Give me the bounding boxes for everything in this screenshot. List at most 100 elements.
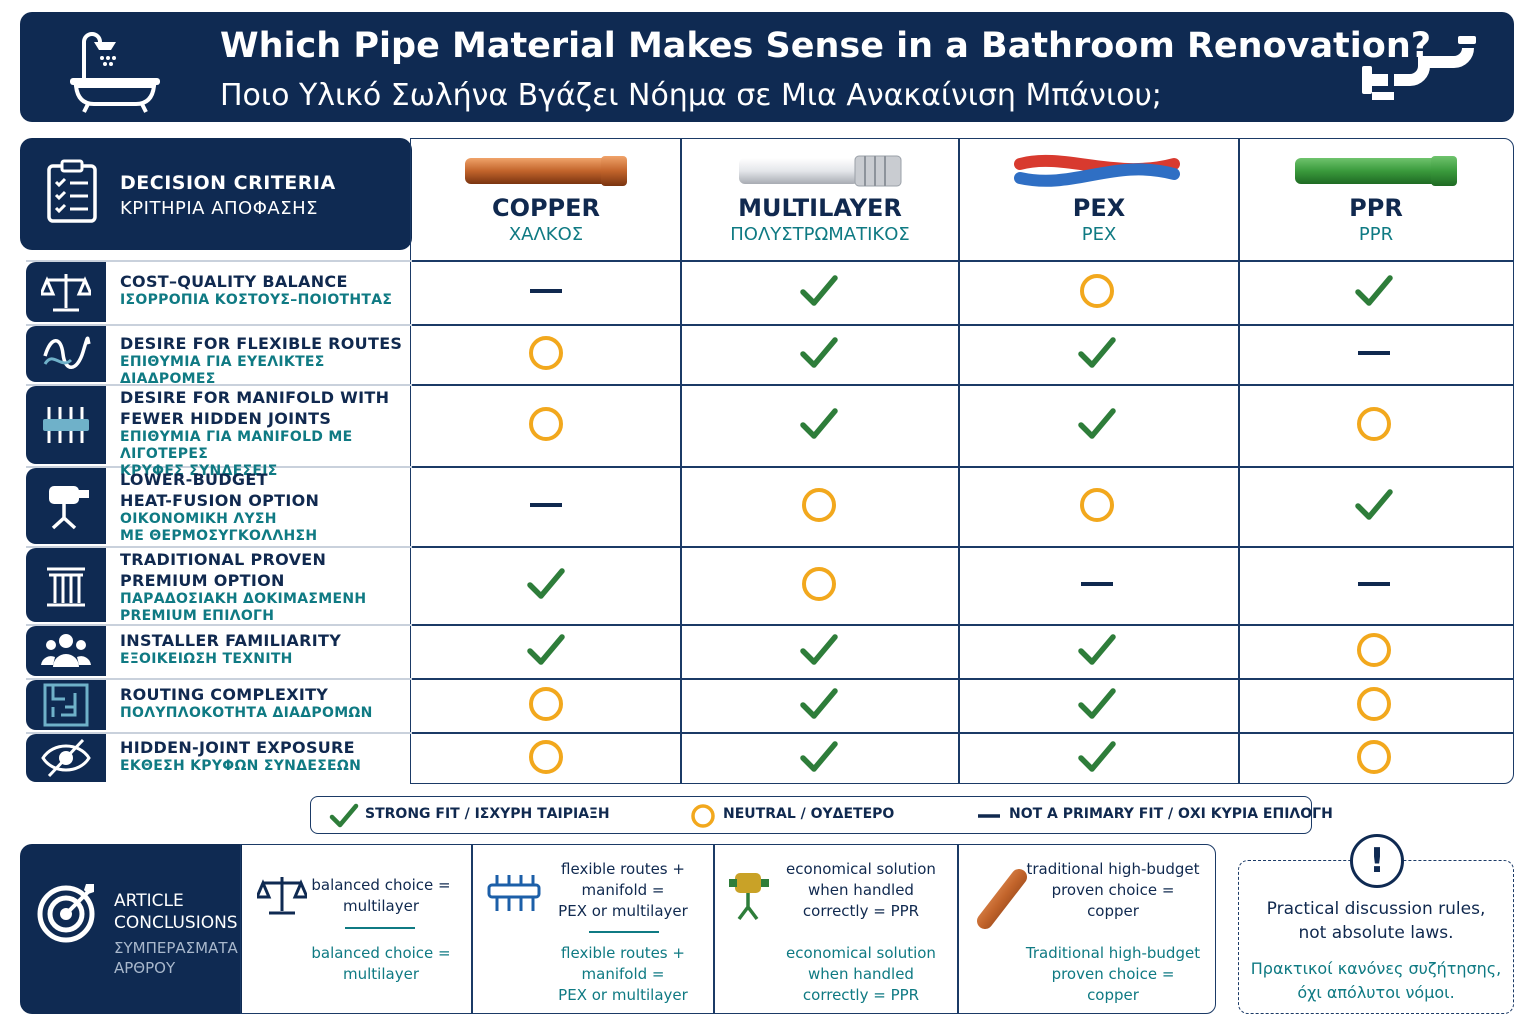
criterion-label: INSTALLER FAMILIARITY ΕΞΟΙΚΕΙΩΣΗ ΤΕΧΝΙΤΗ bbox=[120, 630, 408, 668]
conclusion-line: PEX or multilayer bbox=[558, 902, 688, 920]
column-divider bbox=[1238, 138, 1240, 784]
circle-mark bbox=[526, 737, 566, 777]
conclusion-text-gr: flexible routes + manifold = PEX or mult… bbox=[543, 943, 703, 1006]
conclusion-box: flexible routes + manifold = PEX or mult… bbox=[473, 845, 713, 1013]
check-mark bbox=[1077, 630, 1117, 670]
note-line: όχι απόλυτοι νόμοι. bbox=[1297, 983, 1455, 1002]
conclusion-line: correctly = PPR bbox=[802, 902, 920, 920]
column-pex: PEX PEX bbox=[960, 150, 1238, 245]
dash-mark bbox=[1354, 564, 1394, 604]
wavy-route-icon bbox=[43, 336, 91, 369]
column-label: PEX bbox=[1072, 194, 1126, 222]
criteria-header-en: DECISION CRITERIA bbox=[120, 172, 336, 194]
conclusion-line: manifold = bbox=[581, 965, 665, 983]
row-divider bbox=[26, 384, 412, 386]
row-icon-block bbox=[26, 262, 106, 322]
row-divider bbox=[410, 624, 1514, 626]
conclusions-title-line: ΑΡΘΡΟΥ bbox=[114, 959, 176, 977]
circle-mark bbox=[526, 333, 566, 373]
criterion-name: HIDDEN-JOINT EXPOSURE bbox=[120, 738, 355, 757]
conclusion-text-gr: balanced choice = multilayer bbox=[301, 943, 461, 985]
legend: STRONG FIT / ΙΣΧΥΡΗ ΤΑΙΡΙΑΞΗ NEUTRAL / Ο… bbox=[310, 796, 1333, 834]
practical-note-box: Practical discussion rules, not absolute… bbox=[1238, 860, 1514, 1014]
check-mark bbox=[1077, 333, 1117, 373]
circle-mark bbox=[1077, 271, 1117, 311]
conclusion-box: traditional high-budget proven choice = … bbox=[959, 845, 1215, 1013]
bathtub-shower-icon bbox=[70, 32, 160, 113]
conclusion-line: traditional high-budget bbox=[1026, 860, 1200, 878]
conclusion-line: when handled bbox=[808, 965, 914, 983]
box-divider bbox=[713, 845, 715, 1013]
conclusion-line: economical solution bbox=[786, 860, 936, 878]
row-divider bbox=[410, 324, 1514, 326]
row-divider bbox=[410, 466, 1514, 468]
column-label-gr: ΠΟΛΥΣΤΡΩΜΑΤΙΚΟΣ bbox=[730, 224, 910, 245]
conclusions-title-line: CONCLUSIONS bbox=[114, 913, 238, 933]
row-divider bbox=[26, 260, 412, 262]
conclusion-text-en: traditional high-budget proven choice = … bbox=[1023, 859, 1203, 922]
row-divider bbox=[26, 624, 412, 626]
criterion-name: INSTALLER FAMILIARITY bbox=[120, 631, 342, 650]
article-conclusions-panel: ARTICLE CONCLUSIONS ΣΥΜΠΕΡΑΣΜΑΤΑ ΑΡΘΡΟΥ bbox=[20, 844, 242, 1014]
criterion-name-gr: ΠΟΛΥΠΛΟΚΟΤΗΤΑ ΔΙΑΔΡΟΜΩΝ bbox=[120, 705, 373, 721]
circle-mark bbox=[1354, 684, 1394, 724]
conclusion-separator bbox=[345, 927, 415, 929]
conclusions-boxes: balanced choice = multilayer balanced ch… bbox=[240, 844, 1216, 1014]
criterion-name-gr: ΠΑΡΑΔΟΣΙΑΚΗ ΔΟΚΙΜΑΣΜΕΝΗ bbox=[120, 591, 367, 607]
row-divider bbox=[26, 678, 412, 680]
check-mark bbox=[1077, 737, 1117, 777]
legend-neutral: NEUTRAL / ΟΥΔΕΤΕΡΟ bbox=[723, 806, 895, 822]
row-icon-block bbox=[26, 548, 106, 622]
check-mark bbox=[799, 333, 839, 373]
row-divider bbox=[410, 546, 1514, 548]
box-divider bbox=[471, 845, 473, 1013]
circle-mark bbox=[1354, 404, 1394, 444]
check-mark bbox=[799, 404, 839, 444]
circle-mark bbox=[799, 564, 839, 604]
criterion-name-gr: PREMIUM ΕΠΙΛΟΓΗ bbox=[120, 608, 275, 624]
conclusion-line: Traditional high-budget bbox=[1025, 944, 1201, 962]
decision-criteria-header: DECISION CRITERIA ΚΡΙΤΗΡΙΑ ΑΠΟΦΑΣΗΣ bbox=[20, 138, 412, 250]
criterion-name-gr: ΙΣΟΡΡΟΠΙΑ ΚΟΣΤΟΥΣ–ΠΟΙΟΤΗΤΑΣ bbox=[120, 292, 393, 308]
conclusion-line: balanced choice = bbox=[311, 876, 451, 894]
check-mark bbox=[1354, 271, 1394, 311]
criterion-name-gr: ΟΙΚΟΝΟΜΙΚΗ ΛΥΣΗ bbox=[120, 511, 277, 527]
row-icon-block bbox=[26, 326, 106, 382]
balance-scale-icon bbox=[41, 274, 91, 312]
check-mark bbox=[526, 564, 566, 604]
check-icon bbox=[329, 803, 359, 828]
check-mark bbox=[799, 630, 839, 670]
circle-mark bbox=[1354, 630, 1394, 670]
circle-mark bbox=[526, 404, 566, 444]
row-divider bbox=[26, 732, 412, 734]
criterion-label: HIDDEN-JOINT EXPOSURE ΕΚΘΕΣΗ ΚΡΥΦΩΝ ΣΥΝΔΕ… bbox=[120, 737, 408, 775]
row-icon-block bbox=[26, 626, 106, 676]
conclusion-line: proven choice = bbox=[1051, 965, 1175, 983]
manifold-icon bbox=[487, 875, 541, 911]
conclusion-line: when handled bbox=[808, 881, 914, 899]
row-icon-block bbox=[26, 386, 106, 464]
criteria-header-gr: ΚΡΙΤΗΡΙΑ ΑΠΟΦΑΣΗΣ bbox=[120, 198, 318, 219]
copper-pipe-icon bbox=[465, 156, 627, 186]
multilayer-pipe-icon bbox=[739, 155, 902, 187]
fusion-welder-icon bbox=[49, 486, 89, 530]
row-divider bbox=[26, 546, 412, 548]
row-divider bbox=[26, 466, 412, 468]
dash-mark bbox=[526, 271, 566, 311]
criterion-name: HEAT-FUSION OPTION bbox=[120, 491, 320, 510]
conclusions-title-line: ΣΥΜΠΕΡΑΣΜΑΤΑ bbox=[114, 939, 238, 957]
conclusion-line: flexible routes + bbox=[561, 944, 685, 962]
criterion-name-gr: ΕΞΟΙΚΕΙΩΣΗ ΤΕΧΝΙΤΗ bbox=[120, 651, 293, 667]
conclusion-line: PEX or multilayer bbox=[558, 986, 688, 1004]
fusion-welder-icon bbox=[729, 873, 769, 921]
column-copper: COPPER ΧΑΛΚΟΣ bbox=[412, 150, 680, 245]
pipe-elbow-icon bbox=[1362, 36, 1476, 100]
criterion-label: ROUTING COMPLEXITY ΠΟΛΥΠΛΟΚΟΤΗΤΑ ΔΙΑΔΡΟΜΩ… bbox=[120, 684, 408, 722]
dash-mark bbox=[1077, 564, 1117, 604]
circle-icon bbox=[691, 804, 715, 828]
conclusion-line: copper bbox=[1087, 902, 1139, 920]
criterion-label: TRADITIONAL PROVEN PREMIUM OPTION ΠΑΡΑΔΟΣΙ… bbox=[120, 549, 408, 625]
column-label: MULTILAYER bbox=[738, 194, 902, 222]
criterion-name-gr: ΕΠΙΘΥΜΙΑ ΓΙΑ ΕΥΕΛΙΚΤΕΣ ΔΙΑΔΡΟΜΕΣ bbox=[120, 354, 325, 387]
criterion-name: FEWER HIDDEN JOINTS bbox=[120, 409, 332, 428]
